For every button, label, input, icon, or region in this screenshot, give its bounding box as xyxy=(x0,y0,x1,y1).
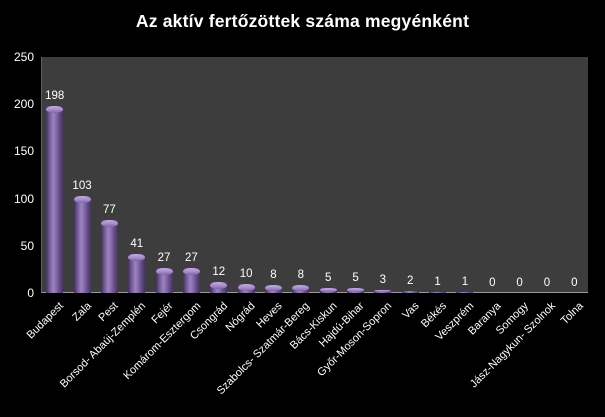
bar-top-cap xyxy=(319,288,337,293)
bar-value-label: 103 xyxy=(72,179,92,192)
bar xyxy=(182,267,200,293)
x-axis-label: Zala xyxy=(69,300,94,324)
bar xyxy=(374,290,392,293)
x-axis-label: Nógrád xyxy=(223,300,258,334)
bar-top-cap xyxy=(292,285,310,292)
bar-top-cap xyxy=(73,195,91,203)
bar xyxy=(456,292,474,293)
bar-top-cap xyxy=(155,267,173,275)
bar-top-cap xyxy=(210,281,228,289)
bar xyxy=(401,291,419,293)
bar xyxy=(46,106,64,293)
bar-value-label: 27 xyxy=(185,251,198,264)
bar xyxy=(264,285,282,293)
y-axis-tick-label: 100 xyxy=(13,191,34,206)
bar-value-label: 2 xyxy=(407,275,414,288)
bar-value-label: 198 xyxy=(45,90,65,103)
bar-top-cap xyxy=(46,106,64,114)
bar-value-label: 8 xyxy=(270,269,277,282)
bar-value-label: 41 xyxy=(130,238,144,251)
bar xyxy=(210,281,228,293)
chart-title: Az aktív fertőzöttek száma megyénként xyxy=(135,11,470,31)
bar-value-label: 0 xyxy=(571,277,578,289)
bar-value-label: 5 xyxy=(352,272,359,285)
bar-value-label: 0 xyxy=(516,277,523,289)
y-axis-tick-label: 150 xyxy=(13,144,34,159)
bar-top-cap xyxy=(374,290,392,293)
bar-value-label: 0 xyxy=(489,277,496,289)
bar-top-cap xyxy=(128,254,146,262)
bar xyxy=(155,267,173,293)
bar-value-label: 3 xyxy=(379,274,387,287)
bar-value-label: 27 xyxy=(157,251,171,264)
bar xyxy=(292,285,310,293)
bar xyxy=(100,220,118,293)
bar xyxy=(319,288,337,293)
x-axis-label: Budapest xyxy=(24,300,67,342)
bar-top-cap xyxy=(237,283,255,291)
plot-area xyxy=(41,57,588,293)
bar-top-cap xyxy=(264,285,282,292)
bar-value-label: 1 xyxy=(434,276,441,289)
bar-value-label: 77 xyxy=(102,204,116,217)
y-axis-tick-label: 0 xyxy=(27,286,34,300)
x-axis-label: Vas xyxy=(400,300,422,322)
bar-value-label: 8 xyxy=(297,269,305,282)
bar xyxy=(73,195,91,293)
bar xyxy=(347,288,365,293)
y-axis-tick-label: 200 xyxy=(13,97,34,112)
bar-top-cap xyxy=(347,288,365,293)
bar-value-label: 1 xyxy=(461,276,469,289)
y-axis-tick-label: 50 xyxy=(20,238,34,253)
bar-top-cap xyxy=(100,220,118,228)
x-axis-label: Tolna xyxy=(558,300,586,328)
bar-value-label: 0 xyxy=(543,277,551,289)
y-axis-tick-label: 250 xyxy=(13,50,34,64)
bar-value-label: 5 xyxy=(324,272,332,285)
bar-value-label: 10 xyxy=(239,267,253,280)
bar-top-cap xyxy=(182,267,200,275)
bar xyxy=(429,292,447,293)
bar xyxy=(237,283,255,293)
bar xyxy=(128,254,146,293)
bar-value-label: 12 xyxy=(212,265,226,278)
